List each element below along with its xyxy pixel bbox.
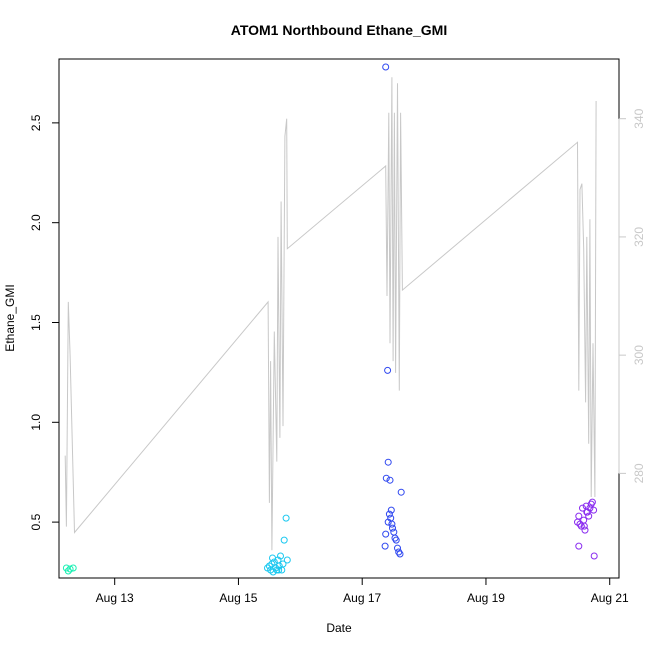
data-point [381,542,389,550]
data-point [577,522,585,530]
data-point [382,530,390,538]
secondary-series-line [64,77,597,551]
data-point [283,556,291,564]
data-point [579,504,586,512]
x-tick-label: Aug 19 [467,591,505,605]
data-point [386,476,394,484]
secondary-y-tick-label: 340 [632,108,646,128]
data-point [394,544,401,552]
data-point [576,520,584,528]
point-group-2 [264,514,291,576]
y-axis-label: Ethane_GMI [3,284,17,351]
plot-frame [58,58,620,579]
data-point [384,458,392,466]
data-point [269,554,276,562]
data-point [384,366,392,374]
data-point [396,550,404,558]
y-axis: 0.5 1.0 1.5 2.0 2.5 [29,114,60,530]
data-point [385,510,393,518]
data-point [384,518,392,526]
data-point [397,488,405,496]
data-point [590,552,598,560]
data-point [588,498,596,506]
y-tick-label: 1.0 [29,414,43,431]
x-tick-label: Aug 17 [343,591,381,605]
data-point [389,524,396,532]
point-group-3 [381,63,405,558]
data-point [583,508,591,516]
data-point [395,548,403,556]
data-point [279,560,287,568]
y-tick-label: 2.5 [29,114,43,131]
y-tick-label: 0.5 [29,513,43,530]
data-point [390,528,398,536]
data-point [575,512,583,520]
point-group-4 [574,498,598,560]
secondary-y-tick-label: 320 [632,227,646,247]
x-axis: Aug 13 Aug 15 Aug 17 Aug 19 Aug 21 [96,577,629,605]
secondary-y-axis: 280 300 320 340 [618,108,646,483]
data-point [388,520,396,528]
y-tick-label: 1.5 [29,314,43,331]
data-point [585,512,593,520]
data-point [392,536,400,544]
x-tick-label: Aug 15 [219,591,257,605]
plot-area [58,58,620,579]
data-point [581,526,589,534]
x-axis-label: Date [326,621,352,635]
x-tick-label: Aug 21 [591,591,629,605]
point-group-1 [62,564,77,575]
data-point [382,63,390,71]
secondary-y-tick-label: 300 [632,345,646,365]
data-point [66,565,74,573]
data-point [282,514,290,522]
y-tick-label: 2.0 [29,214,43,231]
x-tick-label: Aug 13 [96,591,134,605]
data-point [64,567,72,575]
data-point [387,506,395,514]
data-point [382,474,390,482]
chart-title: ATOM1 Northbound Ethane_GMI [231,22,447,38]
points-layer [62,63,598,576]
secondary-y-tick-label: 280 [632,463,646,483]
data-point [590,506,598,514]
data-point [580,522,588,530]
data-point [277,552,284,560]
data-point [69,564,77,572]
data-point [575,542,583,550]
secondary-line-layer [64,77,597,551]
data-point [275,566,283,574]
data-point [280,536,288,544]
